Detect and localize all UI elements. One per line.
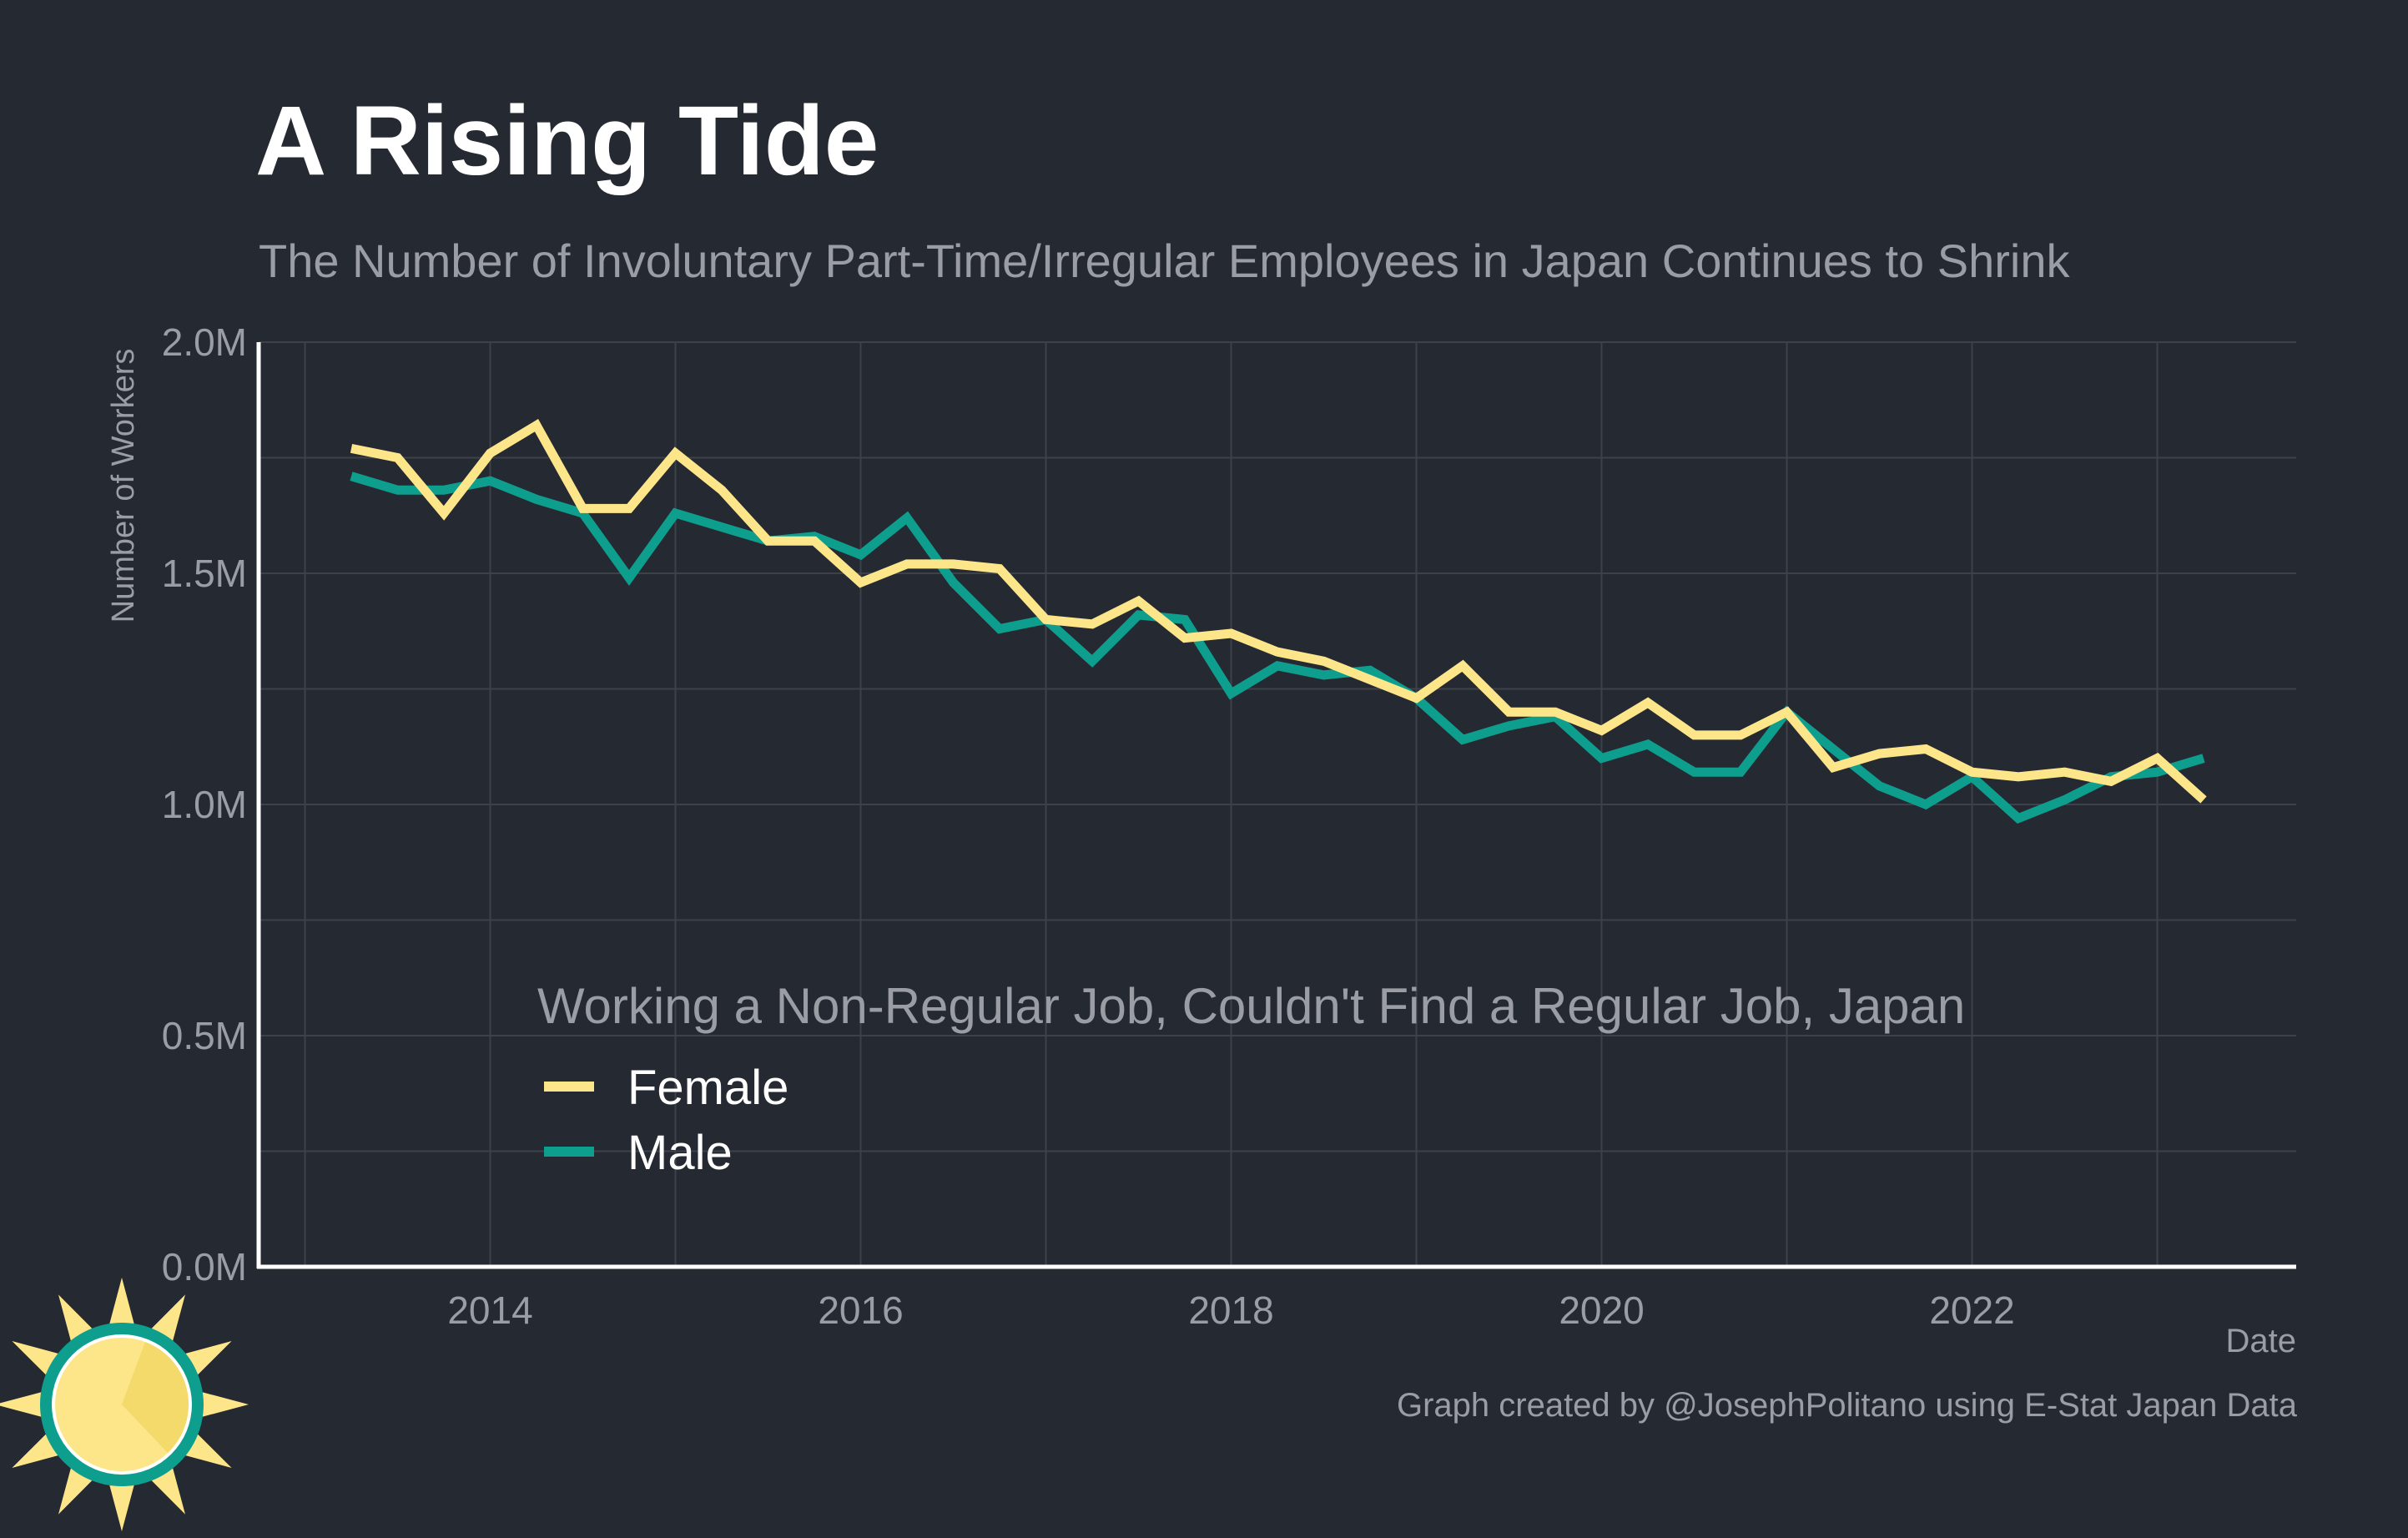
sun-ray [194, 1389, 249, 1419]
series-line-male [350, 471, 2205, 824]
y-tick-label: 1.0M [162, 783, 247, 826]
series-line-female [350, 419, 2207, 804]
x-axis-title: Date [2226, 1323, 2297, 1359]
sun-ray [0, 1389, 50, 1419]
legend-label-female: Female [627, 1061, 788, 1115]
y-tick-label: 0.0M [162, 1245, 247, 1288]
sun-ray [107, 1476, 137, 1531]
grid-major-lines [259, 341, 2296, 1267]
x-tick-label: 2016 [818, 1288, 903, 1332]
x-tick-label: 2014 [447, 1288, 532, 1332]
y-axis-ticks: 0.0M 0.5M 1.0M 1.5M 2.0M [162, 320, 247, 1288]
chart-subtitle: The Number of Involuntary Part-Time/Irre… [259, 234, 2070, 287]
x-tick-label: 2018 [1188, 1288, 1273, 1332]
legend: Working a Non-Regular Job, Couldn't Find… [537, 978, 1965, 1180]
sun-ray [107, 1278, 137, 1333]
x-tick-label: 2022 [1929, 1288, 2014, 1332]
x-axis-ticks: 2014 2016 2018 2020 2022 [447, 1288, 2014, 1332]
series-lines [350, 419, 2207, 824]
source-credit: Graph created by @JosephPolitano using E… [1396, 1387, 2297, 1424]
y-axis-title: Number of Workers [106, 349, 141, 623]
legend-title: Working a Non-Regular Job, Couldn't Find… [537, 978, 1965, 1034]
sun-logo-icon [0, 1278, 249, 1531]
y-tick-label: 1.5M [162, 552, 247, 595]
chart-title: A Rising Tide [255, 86, 879, 196]
y-tick-label: 0.5M [162, 1014, 247, 1057]
sun-disc-shade [122, 1342, 189, 1453]
x-tick-label: 2020 [1559, 1288, 1644, 1332]
legend-label-male: Male [627, 1126, 733, 1180]
axes [256, 342, 2296, 1269]
y-tick-label: 2.0M [162, 320, 247, 364]
